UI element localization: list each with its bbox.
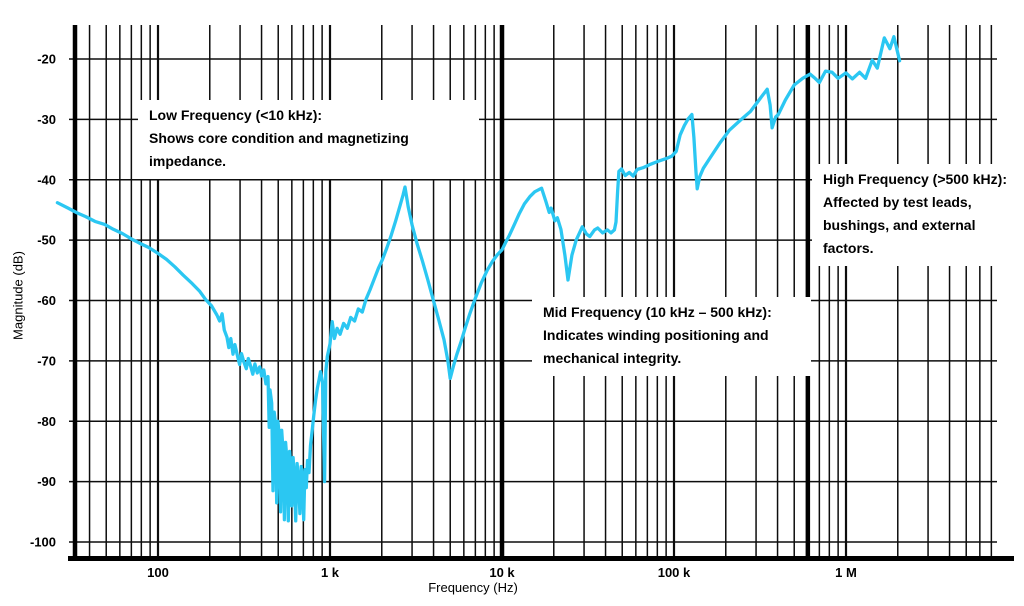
annotation-mid-line-1: Mid Frequency (10 kHz – 500 kHz): bbox=[543, 304, 772, 320]
annotation-mid-frequency: Mid Frequency (10 kHz – 500 kHz): Indica… bbox=[532, 297, 811, 376]
y-tick-label: -40 bbox=[37, 172, 56, 187]
annotation-mid-line-3: mechanical integrity. bbox=[543, 350, 682, 366]
annotation-low-frequency: Low Frequency (<10 kHz): Shows core cond… bbox=[138, 100, 479, 179]
annotation-mid-line-2: Indicates winding positioning and bbox=[543, 327, 769, 343]
y-axis-title: Magnitude (dB) bbox=[10, 251, 26, 340]
annotation-high-line-3: bushings, and external bbox=[823, 217, 976, 233]
x-axis-title: Frequency (Hz) bbox=[428, 580, 518, 595]
x-tick-label: 100 bbox=[147, 565, 169, 580]
y-tick-label: -50 bbox=[37, 233, 56, 248]
y-tick-label: -100 bbox=[30, 535, 56, 550]
y-tick-label: -70 bbox=[37, 353, 56, 368]
y-tick-label: -60 bbox=[37, 293, 56, 308]
y-tick-label: -30 bbox=[37, 112, 56, 127]
annotation-low-line-2: Shows core condition and magnetizing imp… bbox=[149, 130, 409, 169]
y-tick-label: -90 bbox=[37, 474, 56, 489]
annotation-high-line-2: Affected by test leads, bbox=[823, 194, 972, 210]
x-tick-label: 1 M bbox=[835, 565, 857, 580]
annotation-high-line-4: factors. bbox=[823, 240, 874, 256]
y-tick-label: -20 bbox=[37, 52, 56, 67]
x-tick-label: 10 k bbox=[489, 565, 515, 580]
annotation-low-line-1: Low Frequency (<10 kHz): bbox=[149, 107, 323, 123]
frequency-response-curve bbox=[55, 35, 902, 523]
annotation-high-line-1: High Frequency (>500 kHz): bbox=[823, 171, 1007, 187]
annotation-high-frequency: High Frequency (>500 kHz): Affected by t… bbox=[812, 164, 1024, 266]
x-tick-label: 1 k bbox=[321, 565, 340, 580]
y-tick-label: -80 bbox=[37, 414, 56, 429]
x-tick-label: 100 k bbox=[658, 565, 691, 580]
